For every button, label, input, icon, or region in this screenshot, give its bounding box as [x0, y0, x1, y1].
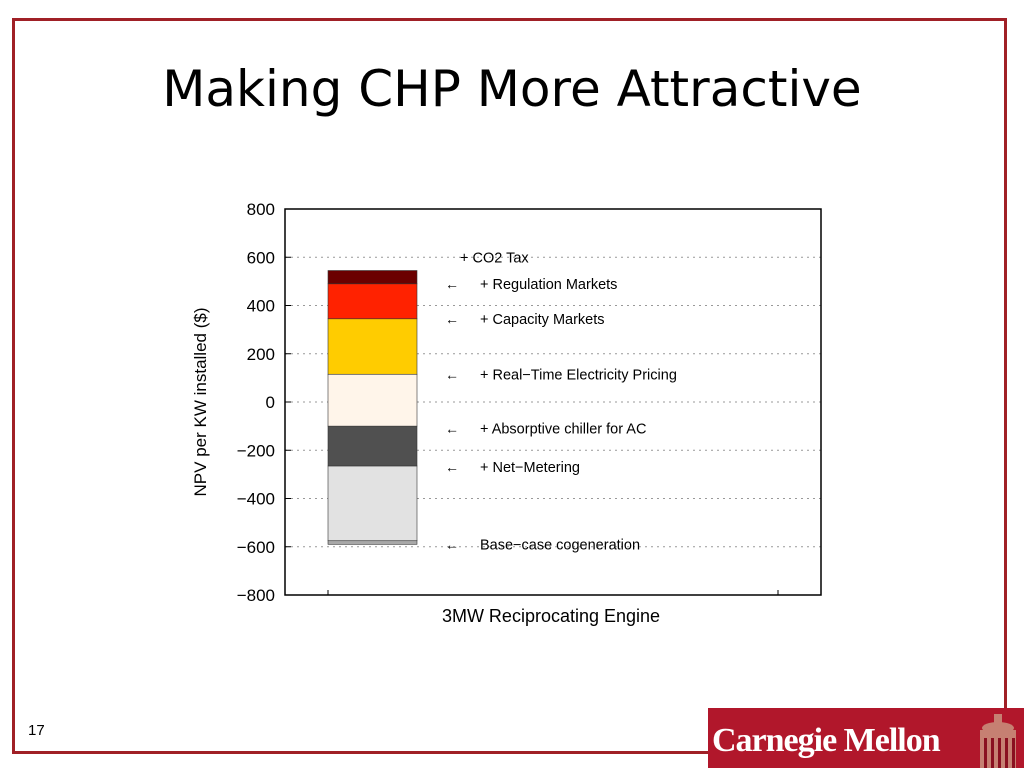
carnegie-mellon-logo: Carnegie Mellon	[708, 708, 1024, 768]
y-tick-label: 600	[247, 248, 275, 267]
y-tick-label: 0	[266, 393, 275, 412]
x-axis-label: 3MW Reciprocating Engine	[442, 606, 660, 626]
y-axis-label: NPV per KW installed ($)	[191, 308, 210, 497]
bar-segment	[327, 425, 418, 467]
arrow-icon: ←	[445, 311, 459, 327]
y-axis-ticks: 800 600 400 200 0 −200 −400 −600 −800	[237, 200, 779, 605]
y-tick-label: 800	[247, 200, 275, 219]
bar-segment	[327, 270, 418, 285]
bar-segments	[327, 270, 418, 545]
logo-text: Carnegie Mellon	[712, 722, 941, 759]
y-tick-label: −600	[237, 538, 275, 557]
segment-label: + Real−Time Electricity Pricing	[480, 367, 677, 383]
segment-label: + CO2 Tax	[460, 250, 529, 266]
bar-segment	[327, 283, 418, 320]
slide-number: 17	[28, 722, 45, 739]
bar-segment	[327, 465, 418, 542]
segment-label: Base−case cogeneration	[480, 537, 640, 553]
segment-label: + Capacity Markets	[480, 312, 605, 328]
segment-label: + Absorptive chiller for AC	[480, 422, 646, 438]
bar-segment	[327, 540, 418, 545]
building-icon	[980, 714, 1016, 768]
y-tick-label: −800	[237, 586, 275, 605]
segment-labels: ← Base−case cogeneration← + Net−Metering← +…	[445, 250, 677, 553]
arrow-icon: ←	[445, 459, 459, 475]
y-tick-label: −400	[237, 490, 275, 509]
y-tick-label: 400	[247, 297, 275, 316]
slide-title: Making CHP More Attractive	[162, 60, 862, 118]
bar-segment	[327, 318, 418, 375]
arrow-icon: ←	[445, 276, 459, 292]
y-tick-label: −200	[237, 441, 275, 460]
slide-frame	[12, 18, 1007, 754]
arrow-icon: ←	[445, 421, 459, 437]
bar-segment	[327, 373, 418, 427]
arrow-icon: ←	[445, 536, 459, 552]
y-tick-label: 200	[247, 345, 275, 364]
arrow-icon: ←	[445, 366, 459, 382]
segment-label: + Net−Metering	[480, 460, 580, 476]
segment-label: + Regulation Markets	[480, 277, 617, 293]
